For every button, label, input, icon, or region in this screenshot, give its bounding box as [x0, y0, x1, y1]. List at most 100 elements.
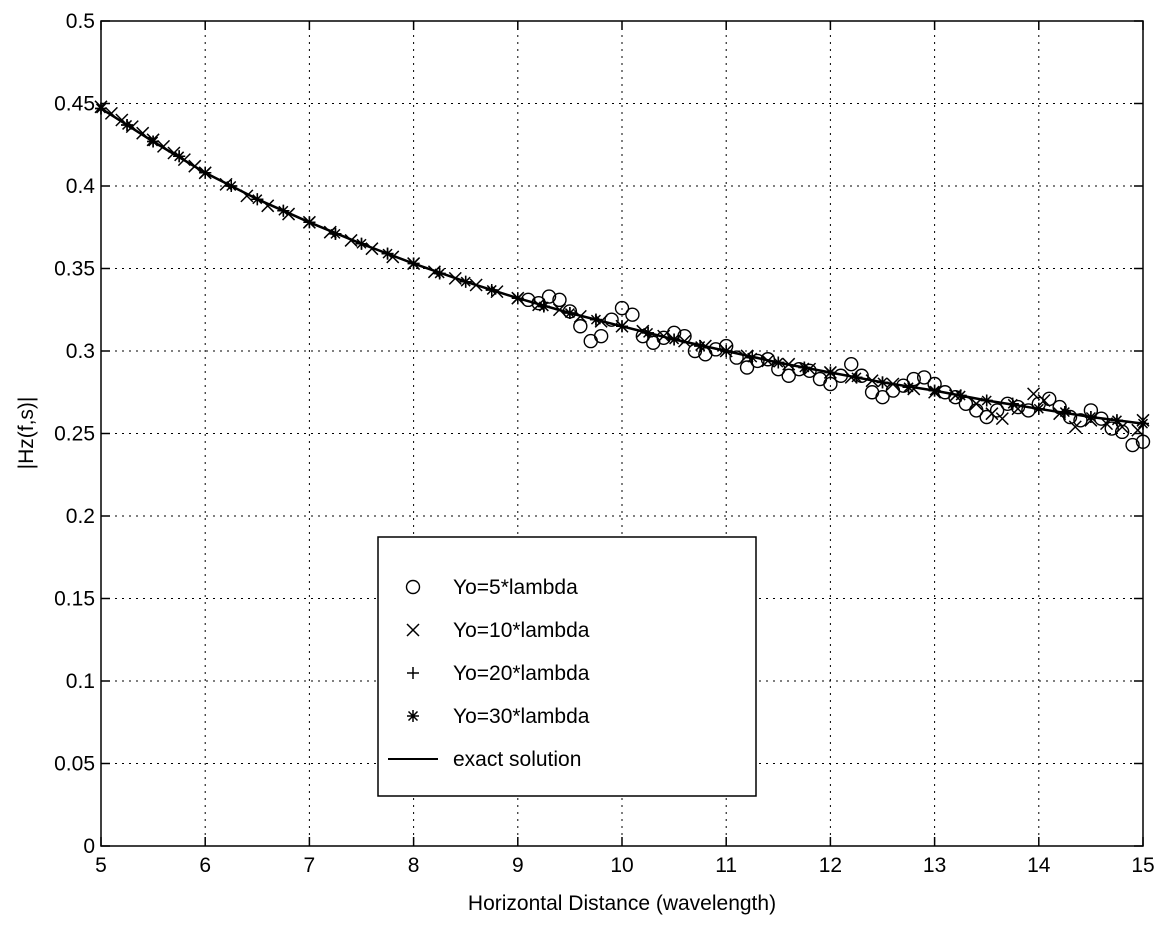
point-yo-30-lambda: [563, 307, 576, 320]
point-yo-30-lambda: [589, 313, 602, 326]
x-tick-label: 5: [95, 854, 107, 877]
point-yo-30-lambda: [850, 371, 863, 384]
point-yo-30-lambda: [694, 340, 707, 353]
point-yo-30-lambda: [1110, 414, 1123, 427]
legend-label-yo-10-lambda: Yo=10*lambda: [453, 619, 590, 642]
point-yo-5-lambda: [802, 363, 817, 378]
point-yo-30-lambda: [433, 267, 446, 280]
point-yo-5-lambda: [1125, 437, 1140, 453]
point-yo-10-lambda: [782, 357, 796, 371]
point-yo-30-lambda: [1084, 411, 1097, 423]
point-yo-10-lambda: [104, 106, 118, 120]
point-yo-5-lambda: [593, 328, 609, 344]
point-yo-30-lambda: [1058, 406, 1071, 419]
point-yo-30-lambda: [199, 166, 212, 179]
point-yo-30-lambda: [485, 283, 498, 296]
point-yo-10-lambda: [1068, 420, 1082, 434]
point-yo-5-lambda: [916, 370, 932, 385]
point-yo-5-lambda: [552, 292, 567, 308]
point-yo-5-lambda: [625, 307, 640, 322]
point-yo-30-lambda: [459, 275, 472, 288]
x-tick-label: 13: [923, 854, 946, 877]
point-yo-10-lambda: [1037, 393, 1051, 408]
point-yo-30-lambda: [902, 381, 915, 394]
point-yo-10-lambda: [156, 139, 171, 153]
legend-marker-yo-10-lambda: [406, 623, 420, 637]
legend-label-yo-5-lambda: Yo=5*lambda: [453, 576, 578, 599]
point-yo-30-lambda: [381, 247, 394, 260]
point-yo-5-lambda: [906, 371, 921, 387]
point-yo-10-lambda: [136, 126, 150, 140]
point-yo-30-lambda: [668, 333, 681, 346]
point-yo-5-lambda: [573, 319, 588, 334]
point-yo-10-lambda: [636, 324, 650, 338]
x-tick-label: 14: [1027, 854, 1051, 877]
point-yo-5-lambda: [604, 312, 619, 327]
point-yo-10-lambda: [740, 349, 754, 363]
point-yo-10-lambda: [573, 309, 587, 323]
point-yo-30-lambda: [1006, 397, 1019, 410]
point-yo-30-lambda: [147, 135, 160, 148]
y-tick-label: 0.05: [54, 753, 95, 776]
legend: Yo=5*lambda Yo=10*lambda Yo=20*lambda Yo=30…: [377, 536, 757, 797]
point-yo-5-lambda: [844, 357, 859, 372]
point-yo-5-lambda: [989, 403, 1005, 418]
x-tick-label: 6: [199, 854, 211, 877]
point-yo-10-lambda: [907, 382, 921, 396]
point-yo-30-lambda: [746, 351, 759, 364]
point-yo-10-lambda: [1053, 407, 1067, 421]
x-tick-label: 10: [610, 854, 633, 877]
point-yo-30-lambda: [329, 227, 342, 240]
point-yo-10-lambda: [240, 189, 254, 203]
point-yo-10-lambda: [469, 278, 483, 292]
point-yo-10-lambda: [261, 199, 275, 213]
point-yo-10-lambda: [219, 177, 233, 191]
point-yo-10-lambda: [761, 354, 775, 368]
x-axis-label: Horizontal Distance (wavelength): [468, 892, 776, 915]
point-yo-5-lambda: [958, 396, 974, 411]
x-tick-label: 12: [819, 854, 842, 877]
point-yo-10-lambda: [427, 265, 441, 279]
legend-label-yo-20-lambda: Yo=20*lambda: [453, 662, 590, 685]
point-yo-10-lambda: [323, 225, 337, 239]
point-yo-10-lambda: [985, 407, 999, 421]
point-yo-30-lambda: [954, 389, 967, 402]
point-yo-10-lambda: [532, 298, 546, 312]
y-tick-label: 0.25: [54, 423, 95, 446]
point-yo-10-lambda: [344, 233, 358, 247]
legend-label-exact-solution: exact solution: [453, 748, 581, 771]
point-yo-5-lambda: [1021, 403, 1036, 418]
point-yo-5-lambda: [979, 409, 994, 425]
x-tick-label: 8: [408, 854, 420, 877]
point-yo-5-lambda: [614, 300, 630, 316]
point-yo-30-lambda: [355, 237, 368, 250]
point-yo-30-lambda: [173, 150, 186, 163]
point-yo-10-lambda: [125, 120, 139, 134]
point-yo-5-lambda: [739, 360, 755, 375]
point-yo-10-lambda: [594, 314, 608, 328]
point-yo-5-lambda: [1104, 421, 1119, 436]
point-yo-30-lambda: [121, 118, 134, 131]
y-axis-label: |Hz(f,s)|: [15, 397, 38, 470]
point-yo-5-lambda: [781, 368, 796, 383]
point-yo-5-lambda: [635, 328, 651, 344]
point-yo-30-lambda: [303, 216, 316, 229]
point-yo-10-lambda: [995, 412, 1009, 426]
point-yo-10-lambda: [552, 303, 567, 317]
point-yo-5-lambda: [531, 295, 546, 311]
point-yo-5-lambda: [541, 289, 557, 304]
y-tick-label: 0.1: [66, 670, 95, 693]
data-layer: [94, 100, 1151, 453]
point-yo-10-lambda: [365, 242, 379, 256]
y-tick-label: 0.15: [54, 588, 95, 611]
point-yo-10-lambda: [803, 362, 817, 376]
point-yo-30-lambda: [980, 394, 993, 407]
x-tick-label: 9: [512, 854, 524, 877]
legend-marker-yo-5-lambda: [405, 579, 421, 595]
y-tick-label: 0.5: [66, 10, 95, 33]
point-yo-10-lambda: [886, 377, 900, 391]
point-yo-30-lambda: [537, 300, 550, 313]
point-yo-5-lambda: [875, 390, 890, 405]
x-tick-label: 15: [1131, 854, 1154, 877]
point-yo-5-lambda: [729, 350, 744, 365]
